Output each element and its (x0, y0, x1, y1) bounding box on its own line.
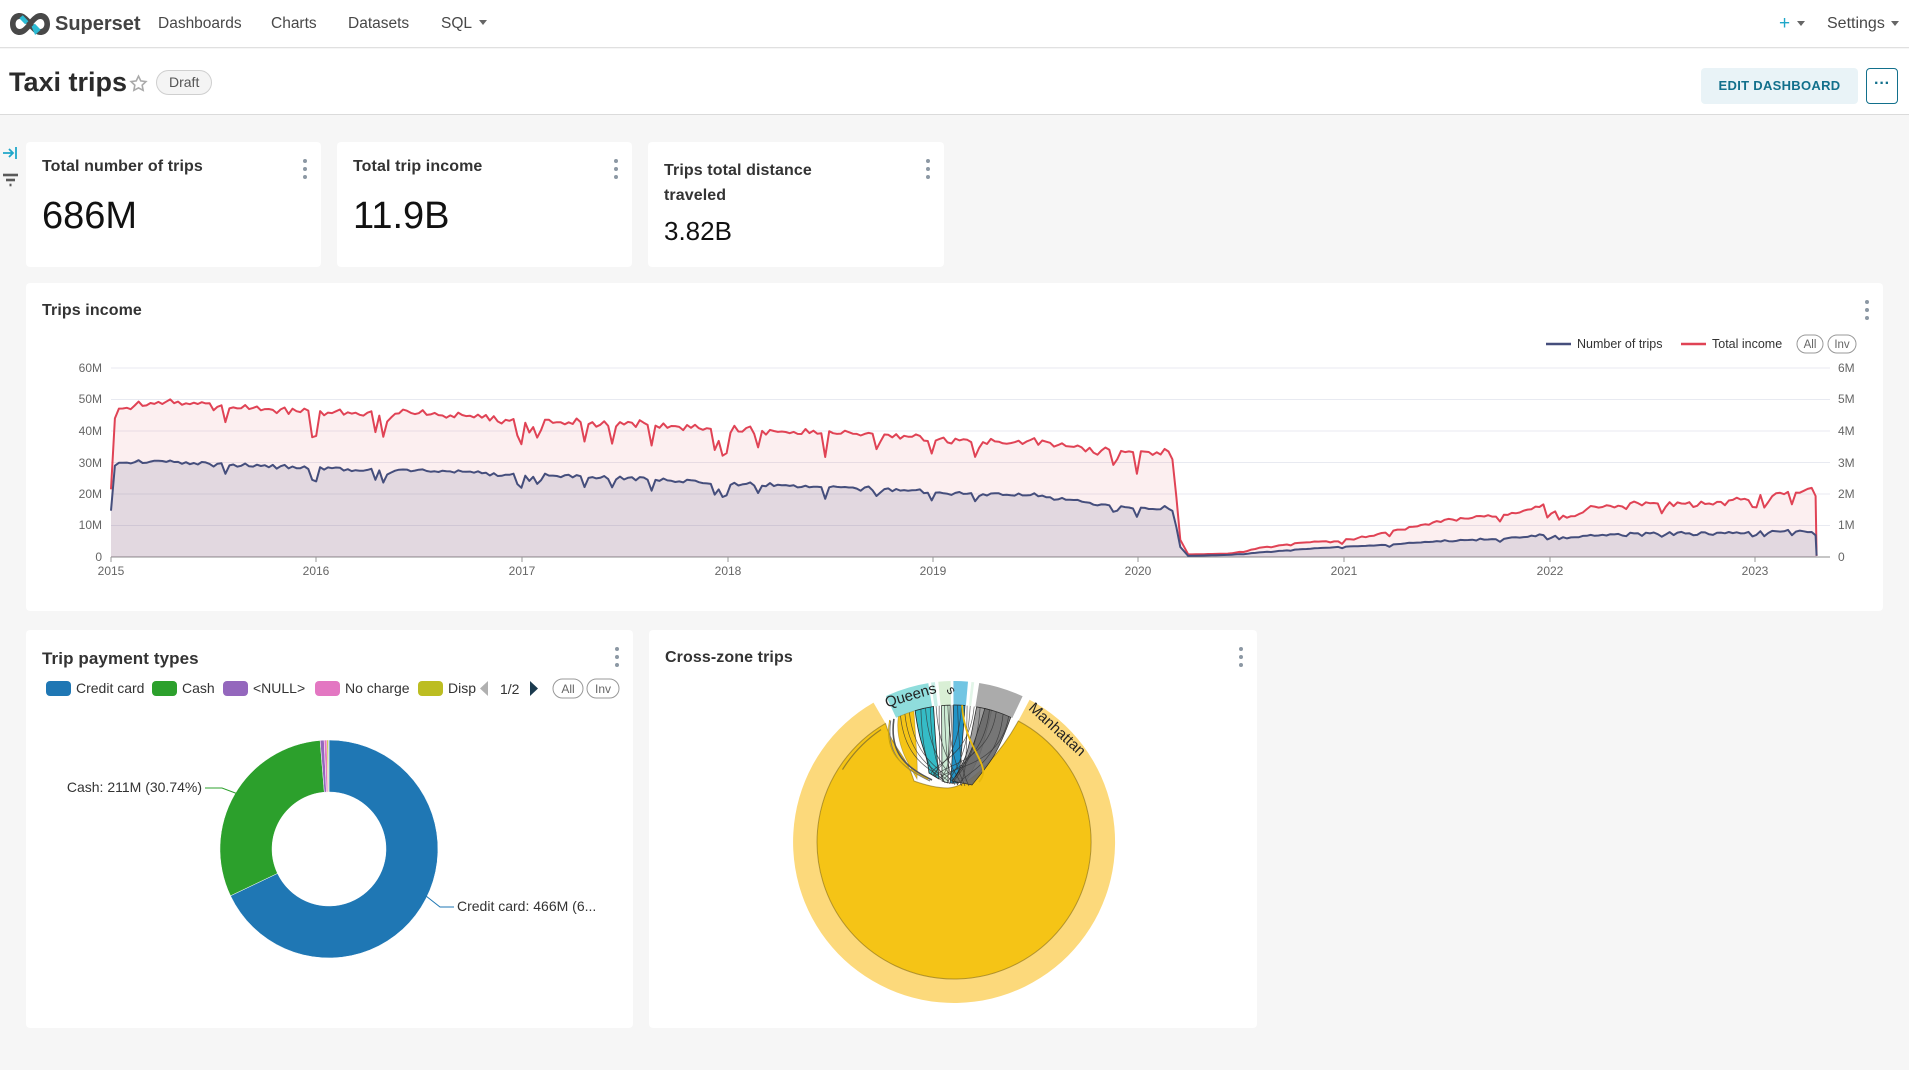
svg-text:Cash: Cash (182, 680, 215, 696)
svg-text:2023: 2023 (1742, 564, 1769, 578)
svg-text:30M: 30M (79, 456, 102, 470)
svg-text:5M: 5M (1838, 392, 1855, 406)
svg-text:20M: 20M (79, 487, 102, 501)
svg-text:1M: 1M (1838, 518, 1855, 532)
svg-text:Total income: Total income (1712, 337, 1782, 351)
svg-text:2016: 2016 (303, 564, 330, 578)
svg-text:3M: 3M (1838, 456, 1855, 470)
svg-text:60M: 60M (79, 361, 102, 375)
svg-text:All: All (1804, 339, 1817, 351)
svg-text:2015: 2015 (98, 564, 125, 578)
svg-text:2021: 2021 (1331, 564, 1358, 578)
svg-text:Inv: Inv (1834, 339, 1850, 351)
svg-text:2M: 2M (1838, 487, 1855, 501)
svg-text:10M: 10M (79, 518, 102, 532)
svg-text:Credit card: 466M (6...: Credit card: 466M (6... (457, 898, 596, 914)
svg-text:0: 0 (1838, 550, 1845, 564)
svg-text:<NULL>: <NULL> (253, 680, 305, 696)
svg-text:No charge: No charge (345, 680, 410, 696)
svg-text:40M: 40M (79, 424, 102, 438)
svg-text:50M: 50M (79, 392, 102, 406)
svg-text:0: 0 (95, 550, 102, 564)
svg-text:All: All (561, 682, 574, 696)
svg-text:2020: 2020 (1125, 564, 1152, 578)
svg-text:Disp: Disp (448, 680, 476, 696)
svg-text:Cash: 211M (30.74%): Cash: 211M (30.74%) (67, 779, 202, 795)
svg-text:2022: 2022 (1537, 564, 1564, 578)
svg-text:2019: 2019 (920, 564, 947, 578)
svg-text:Number of trips: Number of trips (1577, 337, 1662, 351)
svg-text:4M: 4M (1838, 424, 1855, 438)
svg-text:2018: 2018 (715, 564, 742, 578)
svg-text:Credit card: Credit card (76, 680, 144, 696)
svg-text:6M: 6M (1838, 361, 1855, 375)
svg-text:Inv: Inv (595, 682, 611, 696)
svg-text:2017: 2017 (509, 564, 536, 578)
svg-text:1/2: 1/2 (500, 681, 520, 697)
